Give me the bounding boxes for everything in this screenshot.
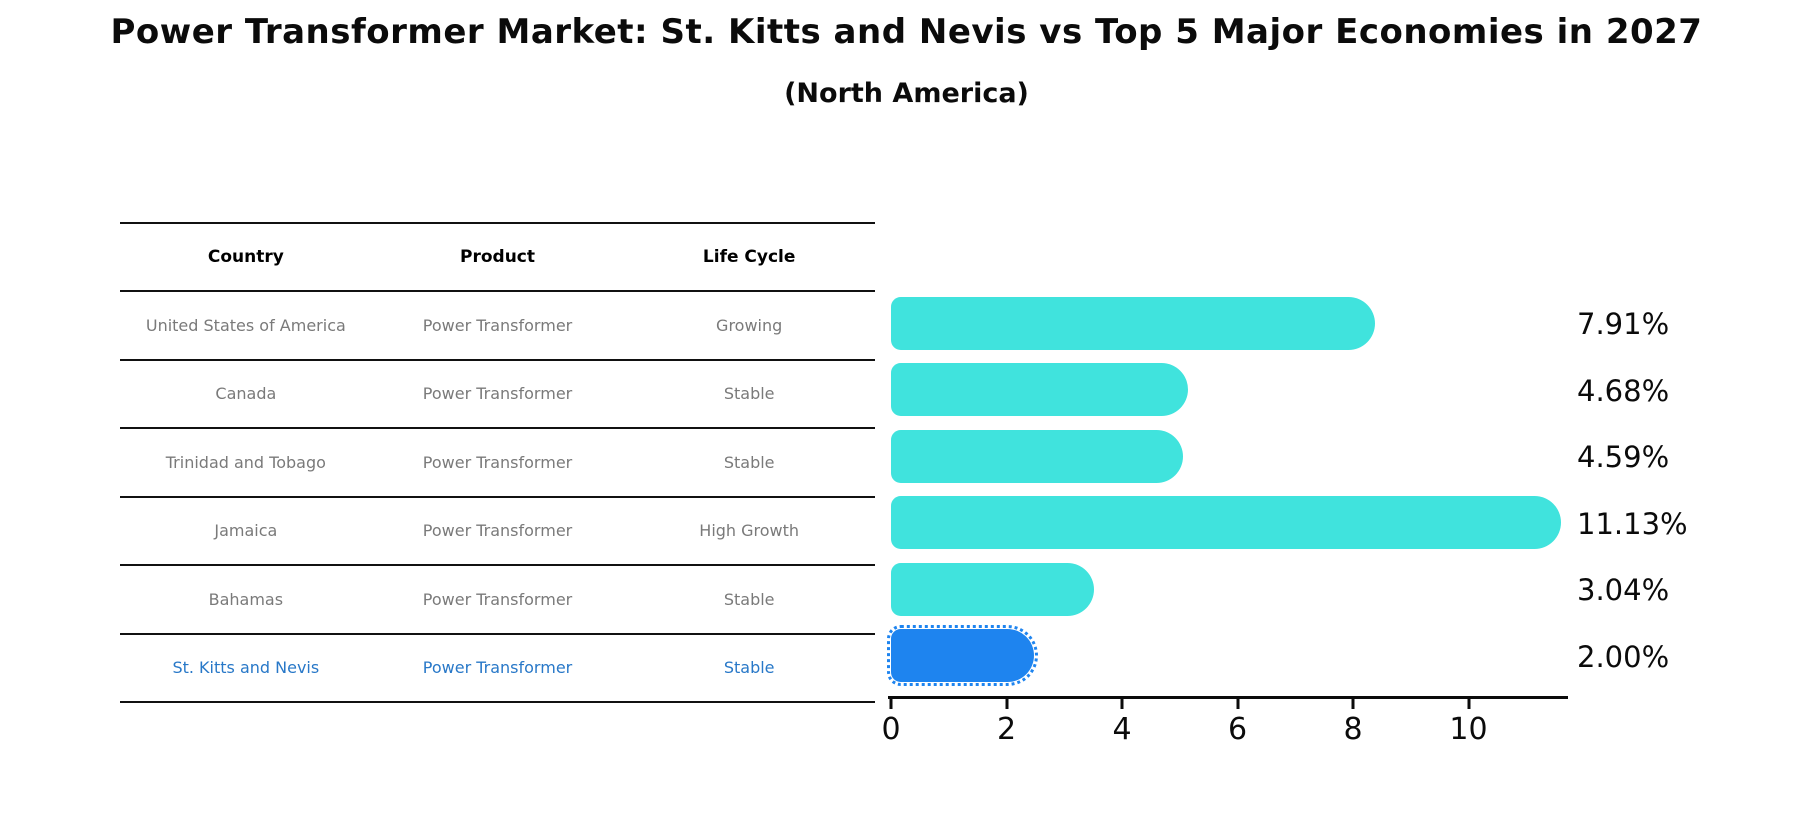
table-header-country: Country [207, 247, 284, 267]
x-axis-tick [1467, 699, 1470, 709]
market-table: Country Product Life Cycle United States… [120, 222, 875, 703]
page-title: Power Transformer Market: St. Kitts and … [110, 12, 1703, 52]
bar-value-label: 7.91% [1577, 307, 1670, 342]
x-axis [888, 696, 1568, 699]
table-header-lifecycle: Life Cycle [702, 247, 796, 267]
x-axis-tick [1120, 699, 1124, 709]
bar-united-states [891, 296, 1375, 350]
table-cell-country: Trinidad and Tobago [165, 452, 326, 472]
bar-value-label: 2.00% [1577, 639, 1670, 674]
table-row: Canada Power Transformer Stable [120, 358, 875, 428]
table-cell-lifecycle: Stable [723, 452, 775, 472]
x-axis-tick-label: 0 [881, 712, 901, 747]
table-cell-lifecycle: Stable [723, 589, 775, 609]
table-cell-lifecycle: Growing [716, 315, 783, 335]
bar-st-kitts-and-nevis [887, 625, 1038, 687]
x-axis-tick-label: 4 [1112, 712, 1132, 747]
table-cell-lifecycle: Stable [723, 384, 775, 404]
x-axis-tick-label: 8 [1343, 712, 1363, 747]
bar-bahamas [891, 562, 1094, 616]
table-cell-product: Power Transformer [422, 452, 573, 472]
bar-jamaica [891, 496, 1561, 550]
table-cell-country: United States of America [145, 315, 346, 335]
x-axis-tick [1351, 699, 1355, 709]
bar-canada [891, 363, 1189, 417]
bar-value-label: 4.59% [1577, 440, 1670, 475]
x-axis-tick-label: 2 [996, 712, 1017, 747]
x-axis-tick-label: 10 [1449, 712, 1488, 747]
x-axis-tick-label: 6 [1227, 712, 1248, 747]
table-row: United States of America Power Transform… [120, 290, 875, 359]
bar-value-label: 4.68% [1577, 373, 1670, 408]
table-cell-product: Power Transformer [422, 658, 573, 678]
bar-trinidad-tobago [891, 429, 1184, 483]
table-cell-product: Power Transformer [422, 384, 573, 404]
table-cell-country: Canada [215, 384, 277, 404]
bar-value-label: 3.04% [1577, 573, 1670, 608]
table-cell-product: Power Transformer [422, 315, 573, 335]
bar-value-label: 11.13% [1577, 506, 1688, 541]
table-cell-lifecycle: Stable [723, 658, 775, 678]
table-cell-product: Power Transformer [422, 589, 573, 609]
x-axis-tick [889, 699, 893, 709]
table-header-product: Product [460, 247, 535, 267]
table-row: St. Kitts and Nevis Power Transformer St… [120, 632, 875, 703]
table-cell-lifecycle: High Growth [699, 521, 800, 541]
page-subtitle: (North America) [784, 78, 1029, 109]
table-row: Trinidad and Tobago Power Transformer St… [120, 427, 875, 496]
table-header-row: Country Product Life Cycle [120, 222, 875, 290]
x-axis-tick [1236, 699, 1239, 709]
table-cell-product: Power Transformer [422, 521, 573, 541]
table-row: Bahamas Power Transformer Stable [120, 564, 875, 633]
x-axis-tick [1005, 699, 1008, 709]
table-cell-country: Jamaica [214, 521, 278, 541]
table-row: Jamaica Power Transformer High Growth [120, 495, 875, 565]
table-cell-country: Bahamas [208, 589, 284, 609]
table-cell-country: St. Kitts and Nevis [172, 658, 320, 678]
